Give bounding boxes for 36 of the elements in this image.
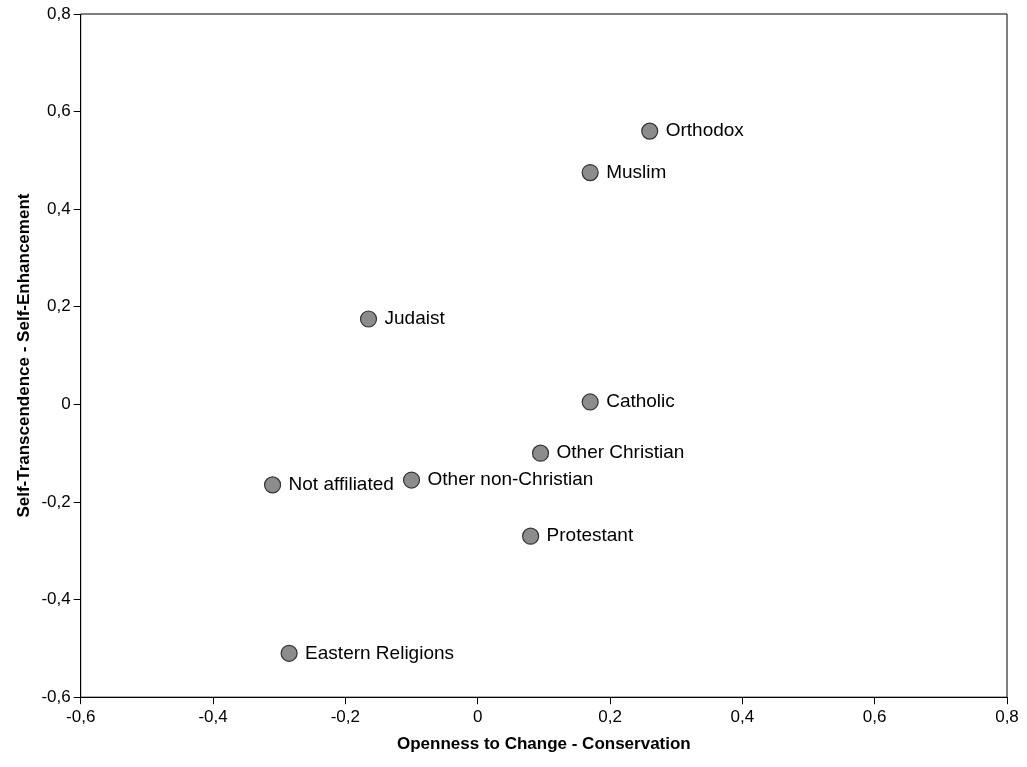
y-tick-label: -0,4 — [41, 589, 71, 609]
y-tick-label: -0,6 — [41, 686, 71, 706]
y-tick-label: 0 — [61, 394, 71, 414]
annotation: Orthodox — [665, 119, 745, 141]
point — [531, 444, 550, 462]
annotation: Protestant — [546, 524, 634, 546]
annotation: Eastern Religions — [305, 641, 455, 663]
point — [581, 164, 599, 182]
x-tick-label: -0,4 — [198, 707, 228, 727]
y-tick-label: 0,2 — [47, 296, 71, 316]
annotation: Muslim — [606, 160, 667, 182]
point — [280, 644, 298, 662]
y-tick-label: 0,4 — [47, 198, 71, 218]
y-axis-title: Self-Transcendence - Self-Enhancement — [13, 193, 33, 518]
point — [263, 476, 282, 494]
x-tick-label: 0,2 — [598, 707, 622, 727]
annotation: Other Christian — [556, 441, 685, 463]
y-tick-label: -0,2 — [41, 491, 71, 511]
point — [359, 310, 378, 328]
point — [522, 527, 540, 545]
y-tick-label: 0,6 — [47, 101, 71, 121]
annotation: Not affiliated — [288, 473, 394, 495]
x-tick-label: 0,6 — [862, 707, 887, 727]
x-tick-label: 0 — [472, 707, 483, 727]
x-tick-label: 0,4 — [730, 707, 755, 727]
annotation: Other non-Christian — [427, 468, 594, 490]
x-tick-label: 0,8 — [995, 707, 1019, 727]
annotation: Catholic — [606, 390, 675, 412]
point — [581, 393, 599, 411]
x-tick-label: -0,2 — [330, 707, 360, 727]
annotation: Judaist — [384, 307, 446, 329]
x-tick-label: -0,6 — [66, 707, 96, 727]
point — [641, 122, 659, 140]
y-tick-label: 0,8 — [47, 3, 71, 23]
point — [402, 471, 421, 489]
x-axis-title: Openness to Change - Conservation — [396, 734, 691, 754]
